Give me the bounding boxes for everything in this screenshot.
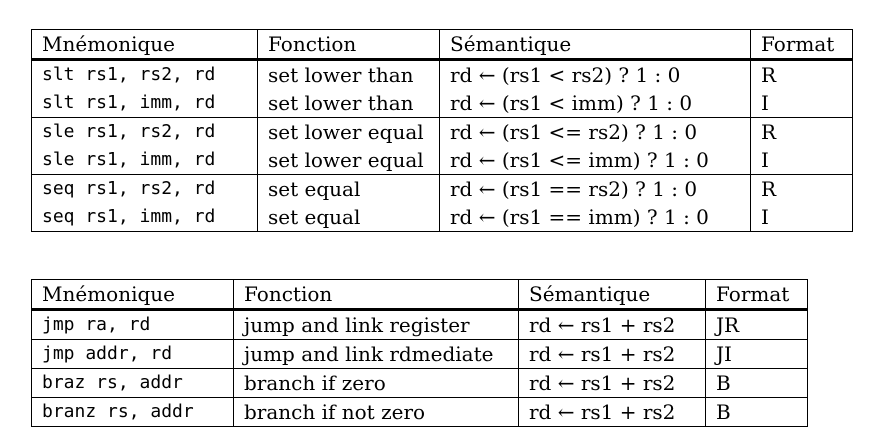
format-cell: JI bbox=[705, 339, 808, 369]
table-row: sle rs1, rs2, rd set lower equal rd ← (r… bbox=[31, 117, 853, 146]
fonction-cell: set lower equal bbox=[257, 117, 440, 146]
fonction-cell: branch if not zero bbox=[233, 397, 519, 427]
table-row: jmp addr, rd jump and link rdmediate rd … bbox=[31, 339, 808, 369]
mnemonic-cell: slt rs1, rs2, rd bbox=[31, 59, 258, 89]
semantique-cell: rd ← (rs1 <= imm) ? 1 : 0 bbox=[439, 146, 751, 175]
semantique-cell: rd ← rs1 + rs2 bbox=[518, 309, 706, 340]
table-header-row: Mnémonique Fonction Sémantique Format bbox=[31, 279, 808, 311]
format-cell: I bbox=[750, 146, 853, 175]
fonction-cell: branch if zero bbox=[233, 368, 519, 398]
mnemonic-cell: seq rs1, rs2, rd bbox=[31, 174, 258, 203]
format-cell: B bbox=[705, 397, 808, 427]
mnemonic-cell: sle rs1, rs2, rd bbox=[31, 117, 258, 146]
header-fonction: Fonction bbox=[257, 29, 440, 61]
header-format: Format bbox=[705, 279, 808, 311]
header-format: Format bbox=[750, 29, 853, 61]
header-fonction: Fonction bbox=[233, 279, 519, 311]
table-row: braz rs, addr branch if zero rd ← rs1 + … bbox=[31, 368, 808, 398]
fonction-cell: set equal bbox=[257, 203, 440, 232]
table-row: seq rs1, imm, rd set equal rd ← (rs1 == … bbox=[31, 203, 853, 232]
semantique-cell: rd ← (rs1 <= rs2) ? 1 : 0 bbox=[439, 117, 751, 146]
table-row: jmp ra, rd jump and link register rd ← r… bbox=[31, 309, 808, 340]
format-cell: JR bbox=[705, 309, 808, 340]
mnemonic-cell: braz rs, addr bbox=[31, 368, 234, 398]
header-semantique: Sémantique bbox=[439, 29, 751, 61]
table-row: sle rs1, imm, rd set lower equal rd ← (r… bbox=[31, 146, 853, 175]
table-header-row: Mnémonique Fonction Sémantique Format bbox=[31, 29, 853, 61]
mnemonic-cell: sle rs1, imm, rd bbox=[31, 146, 258, 175]
table-row: slt rs1, imm, rd set lower than rd ← (rs… bbox=[31, 89, 853, 118]
semantique-cell: rd ← (rs1 == imm) ? 1 : 0 bbox=[439, 203, 751, 232]
mnemonic-cell: seq rs1, imm, rd bbox=[31, 203, 258, 232]
table-row: branz rs, addr branch if not zero rd ← r… bbox=[31, 397, 808, 427]
fonction-cell: set equal bbox=[257, 174, 440, 203]
comparison-instructions-table: Mnémonique Fonction Sémantique Format sl… bbox=[31, 29, 853, 232]
semantique-cell: rd ← (rs1 < rs2) ? 1 : 0 bbox=[439, 59, 751, 89]
table-row: seq rs1, rs2, rd set equal rd ← (rs1 == … bbox=[31, 174, 853, 203]
fonction-cell: set lower equal bbox=[257, 146, 440, 175]
fonction-cell: jump and link rdmediate bbox=[233, 339, 519, 369]
header-semantique: Sémantique bbox=[518, 279, 706, 311]
header-mnemonique: Mnémonique bbox=[31, 279, 234, 311]
format-cell: I bbox=[750, 89, 853, 118]
fonction-cell: jump and link register bbox=[233, 309, 519, 340]
semantique-cell: rd ← (rs1 < imm) ? 1 : 0 bbox=[439, 89, 751, 118]
jump-branch-instructions-table: Mnémonique Fonction Sémantique Format jm… bbox=[31, 279, 808, 427]
mnemonic-cell: slt rs1, imm, rd bbox=[31, 89, 258, 118]
header-mnemonique: Mnémonique bbox=[31, 29, 258, 61]
table-row: slt rs1, rs2, rd set lower than rd ← (rs… bbox=[31, 59, 853, 89]
mnemonic-cell: jmp addr, rd bbox=[31, 339, 234, 369]
format-cell: R bbox=[750, 117, 853, 146]
semantique-cell: rd ← rs1 + rs2 bbox=[518, 397, 706, 427]
semantique-cell: rd ← (rs1 == rs2) ? 1 : 0 bbox=[439, 174, 751, 203]
semantique-cell: rd ← rs1 + rs2 bbox=[518, 368, 706, 398]
format-cell: R bbox=[750, 59, 853, 89]
semantique-cell: rd ← rs1 + rs2 bbox=[518, 339, 706, 369]
format-cell: I bbox=[750, 203, 853, 232]
fonction-cell: set lower than bbox=[257, 59, 440, 89]
mnemonic-cell: branz rs, addr bbox=[31, 397, 234, 427]
format-cell: R bbox=[750, 174, 853, 203]
format-cell: B bbox=[705, 368, 808, 398]
fonction-cell: set lower than bbox=[257, 89, 440, 118]
mnemonic-cell: jmp ra, rd bbox=[31, 309, 234, 340]
